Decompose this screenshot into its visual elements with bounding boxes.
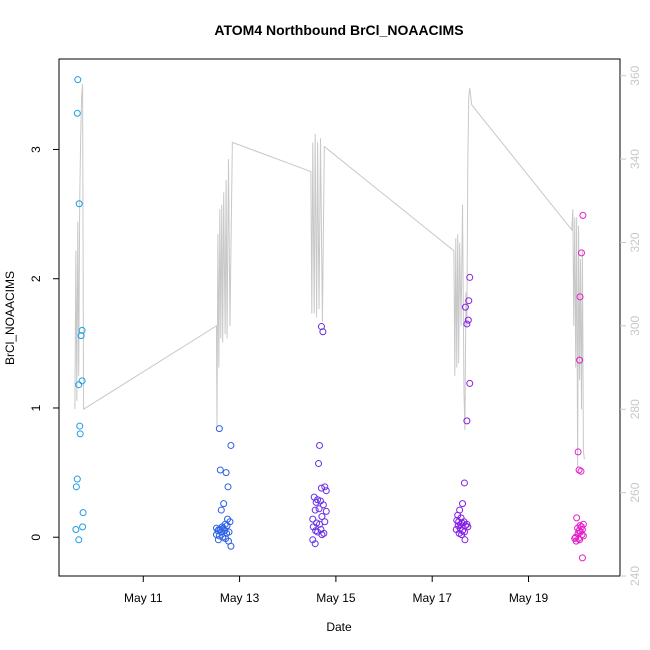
y-left-tick-label: 3	[29, 146, 43, 153]
data-point	[311, 540, 319, 548]
data-point	[73, 109, 81, 117]
data-point	[318, 513, 326, 521]
data-point	[79, 523, 87, 531]
data-point	[574, 448, 582, 456]
data-point	[223, 529, 231, 537]
data-point	[579, 211, 587, 219]
data-point	[224, 483, 232, 491]
data-point	[466, 379, 474, 387]
data-point	[460, 479, 468, 487]
y-right-tick-label: 240	[628, 566, 642, 586]
data-point	[312, 498, 320, 506]
data-point	[72, 525, 80, 533]
y-axis-label: BrCl_NOAACIMS	[3, 271, 17, 365]
data-point	[317, 323, 325, 331]
data-point	[321, 483, 329, 491]
data-point	[311, 506, 319, 514]
data-point	[76, 422, 84, 430]
data-point	[222, 469, 230, 477]
data-point	[72, 483, 80, 491]
data-point	[463, 417, 471, 425]
data-point	[322, 487, 330, 495]
data-point	[77, 332, 85, 340]
x-tick-label: May 13	[220, 591, 260, 605]
data-point	[319, 328, 327, 336]
data-point	[464, 523, 472, 531]
data-point	[461, 303, 469, 311]
data-point	[216, 466, 224, 474]
y-left-tick-label: 1	[29, 404, 43, 411]
data-point	[464, 316, 472, 324]
data-point	[214, 527, 222, 535]
data-point	[217, 506, 225, 514]
data-point	[215, 425, 223, 433]
x-tick-label: May 15	[316, 591, 356, 605]
y-axis-right: 240 260 280 300 320 340 360	[620, 65, 642, 586]
altitude-line-layer	[74, 83, 585, 468]
data-point	[459, 500, 467, 508]
data-point	[463, 320, 471, 328]
data-point	[318, 531, 326, 539]
data-point	[572, 537, 580, 545]
data-point	[309, 515, 317, 523]
data-point	[227, 441, 235, 449]
x-tick-label: May 11	[124, 591, 163, 605]
data-point	[466, 273, 474, 281]
data-point	[74, 76, 82, 84]
data-point	[322, 507, 330, 515]
data-point	[312, 527, 320, 535]
data-point	[578, 554, 586, 562]
y-right-tick-label: 360	[628, 65, 642, 85]
data-point	[73, 475, 81, 483]
data-point	[319, 501, 327, 509]
data-point	[75, 536, 83, 544]
x-axis-label: Date	[326, 620, 352, 634]
data-point	[573, 514, 581, 522]
data-point	[214, 536, 222, 544]
data-point	[320, 529, 328, 537]
chart-title: ATOM4 Northbound BrCl_NOAACIMS	[214, 22, 463, 38]
data-point	[461, 536, 469, 544]
y-right-tick-label: 320	[628, 232, 642, 252]
y-right-tick-label: 340	[628, 149, 642, 169]
data-point	[575, 466, 583, 474]
data-point	[220, 500, 228, 508]
data-point	[78, 377, 86, 385]
data-point	[316, 441, 324, 449]
data-point	[576, 293, 584, 301]
data-point	[76, 430, 84, 438]
y-axis-left: 0 1 2 3	[29, 146, 59, 541]
data-point	[215, 532, 223, 540]
data-point	[576, 536, 584, 544]
data-point	[577, 249, 585, 257]
x-tick-label: May 17	[413, 591, 453, 605]
data-point	[577, 467, 585, 475]
data-point	[227, 542, 235, 550]
altitude-line	[74, 83, 585, 468]
data-point	[78, 326, 86, 334]
plot-area-frame	[58, 58, 621, 577]
data-point	[75, 381, 83, 389]
x-axis: May 11 May 13 May 15 May 17 May 19	[124, 576, 549, 605]
x-tick-label: May 19	[509, 591, 549, 605]
points-layer	[72, 76, 587, 562]
data-point	[315, 460, 323, 468]
y-left-tick-label: 2	[29, 275, 43, 282]
y-left-tick-label: 0	[29, 534, 43, 541]
data-point	[465, 297, 473, 305]
y-right-tick-label: 260	[628, 482, 642, 502]
data-point	[316, 520, 324, 528]
data-point	[315, 505, 323, 513]
data-point	[458, 531, 466, 539]
data-point	[576, 356, 584, 364]
data-point	[75, 200, 83, 208]
y-right-tick-label: 280	[628, 399, 642, 419]
data-point	[309, 523, 317, 531]
y-right-tick-label: 300	[628, 316, 642, 336]
data-point	[79, 509, 87, 517]
